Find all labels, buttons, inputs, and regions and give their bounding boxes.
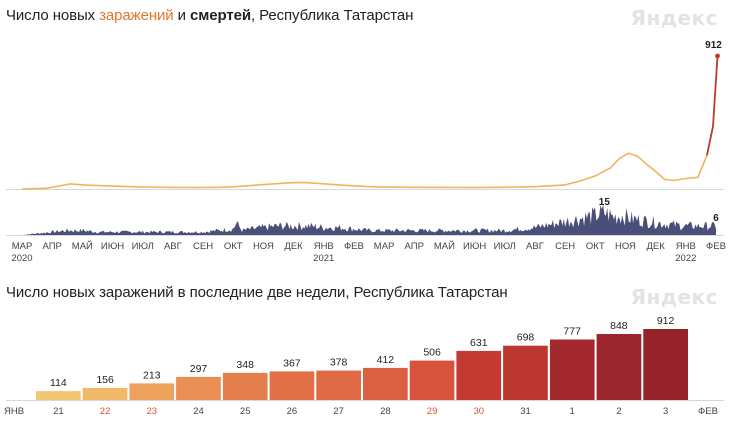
bar-value-label: 777	[563, 326, 581, 338]
bars-end-month: ФЕВ	[698, 406, 718, 417]
x-tick-label: ФЕВ	[344, 241, 364, 252]
bar-category-label: 31	[520, 406, 531, 417]
x-tick-label: МАЙ	[434, 240, 455, 252]
bar-category-label: 23	[147, 406, 158, 417]
bar	[176, 376, 221, 400]
x-tick-label: СЕН	[555, 241, 575, 252]
bar-category-label: 1	[570, 406, 575, 417]
bar-category-label: 24	[193, 406, 204, 417]
title-deaths-word: смертей	[190, 7, 251, 24]
bar-category-label: 22	[100, 406, 111, 417]
bar-category-label: 25	[240, 406, 251, 417]
bar	[549, 339, 595, 400]
x-tick-label: СЕН	[193, 241, 213, 252]
x-tick-label: ЯНВ	[676, 241, 696, 252]
infections-deaths-chart-title: Число новых заражений и смертей, Республ…	[6, 7, 413, 24]
title-middle: и	[173, 7, 191, 24]
bar-value-label: 378	[330, 357, 348, 369]
x-tick-label: ОКТ	[586, 241, 605, 252]
x-tick-label: ДЕК	[646, 241, 665, 252]
title-infections-word: заражений	[99, 7, 174, 24]
deaths-peak-label: 15	[599, 197, 611, 208]
bar	[36, 391, 81, 400]
bar-value-label: 297	[190, 363, 208, 375]
x-tick-label: МАР	[12, 241, 33, 252]
x-tick-year: 2021	[313, 253, 334, 264]
bar	[643, 329, 688, 400]
bar-value-label: 348	[236, 359, 254, 371]
yandex-logo-top: Яндекс	[630, 6, 718, 30]
x-tick-label: ИЮЛ	[132, 241, 154, 252]
bar-category-label: 3	[663, 406, 668, 417]
bar-value-label: 848	[610, 320, 628, 332]
x-tick-label: ИЮН	[463, 241, 486, 252]
x-tick-year: 2020	[11, 253, 32, 264]
x-tick-label: ОКТ	[224, 241, 243, 252]
infections-line-recent	[706, 55, 719, 156]
bar-value-label: 156	[96, 374, 114, 386]
x-tick-label: АПР	[405, 241, 424, 252]
bar-category-label: 26	[287, 406, 298, 417]
x-tick-label: МАР	[374, 241, 395, 252]
x-tick-label: ИЮЛ	[494, 241, 516, 252]
x-tick-label: ДЕК	[284, 241, 303, 252]
x-tick-label: НОЯ	[253, 241, 274, 252]
bars-start-month: ЯНВ	[4, 406, 24, 417]
bar-value-label: 698	[517, 332, 535, 344]
bar	[316, 370, 361, 400]
bar-value-label: 631	[470, 337, 488, 349]
x-tick-label: ФЕВ	[706, 241, 726, 252]
bar	[409, 360, 455, 400]
bar-category-label: 21	[53, 406, 64, 417]
bar-category-label: 29	[427, 406, 438, 417]
x-tick-label: МАЙ	[72, 240, 93, 252]
x-tick-label: ИЮН	[101, 241, 124, 252]
x-tick-label: АПР	[42, 241, 61, 252]
bar	[222, 372, 268, 400]
bar-value-label: 412	[377, 354, 395, 366]
bar	[363, 367, 408, 400]
title-prefix: Число новых	[6, 7, 100, 24]
bar-value-label: 912	[657, 315, 675, 327]
x-tick-label: НОЯ	[615, 241, 636, 252]
bar	[82, 387, 128, 400]
two-week-chart-title: Число новых заражений в последние две не…	[6, 284, 508, 301]
deaths-end-label: 6	[713, 213, 719, 224]
infections-peak-point	[715, 53, 720, 59]
infections-peak-label: 912	[705, 40, 722, 51]
bar-value-label: 367	[283, 357, 301, 369]
bar-category-label: 30	[474, 406, 485, 417]
bar-category-label: 28	[380, 406, 391, 417]
deaths-area	[22, 204, 716, 235]
bar	[596, 334, 642, 400]
title-suffix: , Республика Татарстан	[250, 7, 414, 24]
yandex-logo-bottom: Яндекс	[630, 285, 718, 309]
bar	[503, 345, 548, 400]
bar-value-label: 114	[50, 377, 67, 389]
x-tick-label: АВГ	[164, 241, 182, 252]
bar	[456, 350, 502, 400]
x-tick-label: АВГ	[526, 241, 544, 252]
bar	[129, 383, 175, 400]
bar	[269, 371, 315, 400]
bar-value-label: 506	[423, 347, 441, 359]
bar-category-label: 27	[333, 406, 344, 417]
x-tick-label: ЯНВ	[314, 241, 334, 252]
bar-category-label: 2	[616, 406, 621, 417]
bar-value-label: 213	[143, 369, 161, 381]
x-tick-year: 2022	[675, 253, 696, 264]
infections-line	[21, 152, 708, 190]
